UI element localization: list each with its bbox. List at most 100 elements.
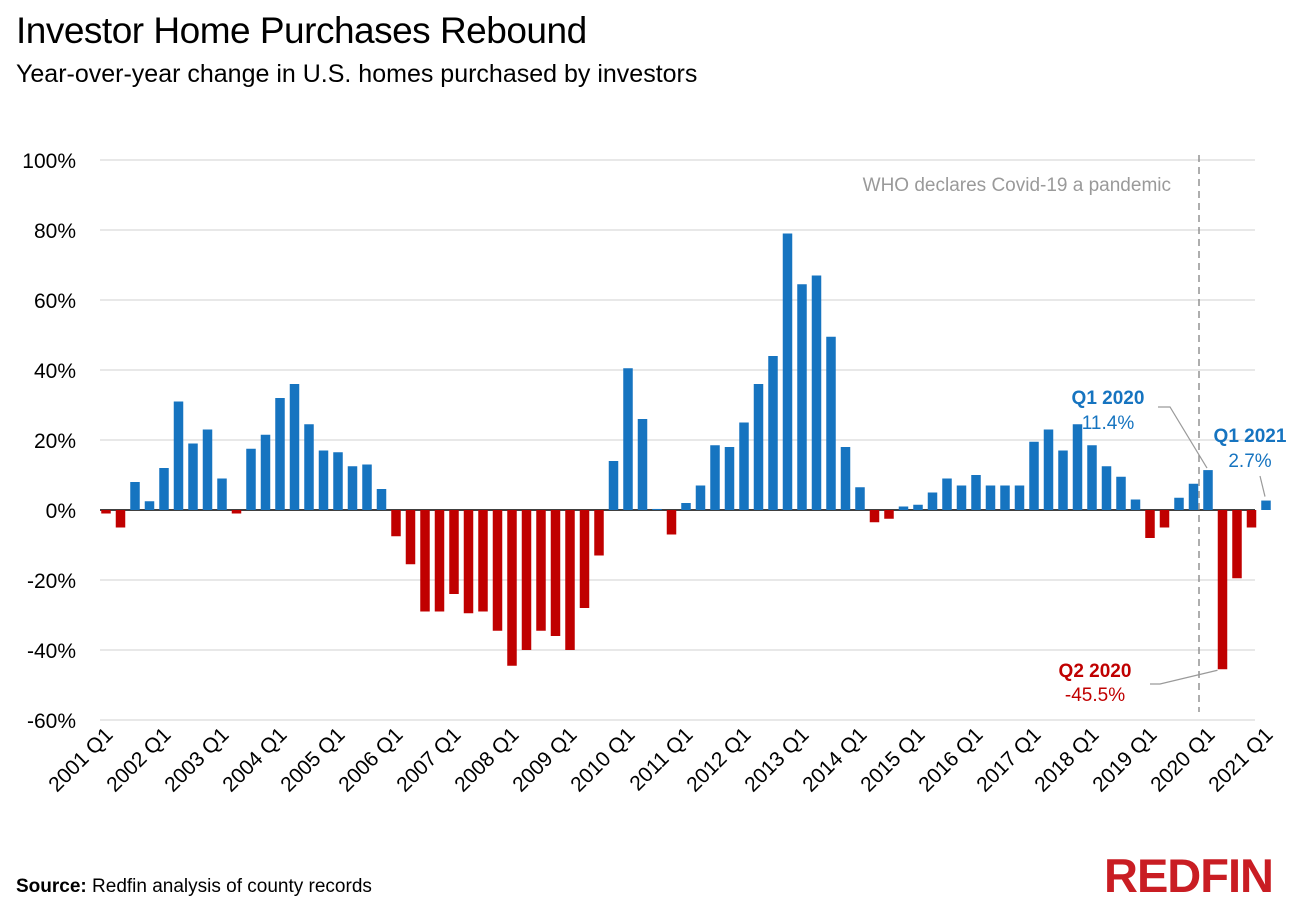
- bar: [115, 510, 126, 528]
- bar: [536, 510, 546, 631]
- bar: [898, 506, 909, 510]
- bar: [942, 478, 952, 510]
- bar: [579, 510, 590, 608]
- bar: [826, 336, 836, 510]
- bar: [463, 510, 474, 614]
- bar: [666, 510, 677, 535]
- bar: [1188, 483, 1199, 510]
- y-tick-label: 0%: [46, 500, 76, 523]
- bar: [420, 510, 430, 612]
- annotation-q2-2020-leader: [1150, 669, 1218, 685]
- bar: [1145, 510, 1155, 538]
- redfin-logo: REDFIN: [1104, 849, 1274, 902]
- bar: [811, 275, 822, 510]
- source-text: Redfin analysis of county records: [86, 876, 372, 897]
- bar: [1000, 485, 1010, 510]
- bar: [1101, 466, 1112, 510]
- bar: [1087, 445, 1097, 510]
- bar: [797, 284, 807, 510]
- bar-chart: 100%80%60%40%20%0%-20%-40%-60% 2001 Q120…: [22, 150, 1287, 797]
- bar: [927, 492, 938, 510]
- annotation-q1-2021-leader: [1259, 475, 1266, 497]
- bar: [333, 452, 343, 510]
- bar: [188, 443, 198, 510]
- bar: [840, 447, 851, 510]
- bar: [1014, 485, 1025, 510]
- y-tick-label: 80%: [34, 220, 76, 243]
- bar: [376, 489, 387, 510]
- bar: [130, 482, 140, 510]
- bar: [884, 510, 894, 519]
- reference-line-label: WHO declares Covid-19 a pandemic: [863, 175, 1171, 196]
- bar: [1232, 510, 1242, 579]
- bar: [289, 384, 300, 510]
- y-tick-label: -60%: [27, 710, 76, 733]
- annotation-q2-2020-period: Q2 2020: [1059, 661, 1132, 682]
- bar: [695, 485, 706, 510]
- bar: [391, 510, 401, 537]
- bar: [1159, 510, 1170, 528]
- bar: [652, 508, 662, 510]
- annotation-q1-2020-value: 11.4%: [1082, 413, 1135, 434]
- bar: [492, 510, 503, 631]
- bar: [362, 464, 372, 510]
- bar: [449, 510, 459, 594]
- chart-subtitle: Year-over-year change in U.S. homes purc…: [16, 60, 698, 88]
- bar: [275, 398, 285, 510]
- bar: [753, 384, 764, 510]
- bar: [956, 485, 967, 510]
- bar: [521, 510, 532, 650]
- bar: [231, 510, 242, 514]
- bar: [608, 461, 619, 510]
- bar: [710, 445, 720, 510]
- source-label: Source:: [16, 876, 87, 897]
- bar: [246, 448, 256, 510]
- source-note: Source: Redfin analysis of county record…: [16, 876, 372, 898]
- bar: [318, 450, 329, 510]
- annotation-q1-2021-value: 2.7%: [1228, 451, 1271, 472]
- bar: [855, 487, 865, 510]
- x-tick-label: 2021 Q1: [1204, 723, 1277, 796]
- bar: [478, 510, 488, 612]
- bar: [1072, 424, 1083, 510]
- annotation-q1-2020-period: Q1 2020: [1072, 388, 1145, 409]
- bar: [782, 233, 793, 510]
- chart-title: Investor Home Purchases Rebound: [16, 10, 587, 51]
- bar: [594, 510, 604, 556]
- bar: [565, 510, 575, 650]
- bar: [1058, 450, 1068, 510]
- bar: [739, 422, 749, 510]
- bar: [1203, 470, 1213, 510]
- bar: [768, 356, 778, 510]
- bar: [971, 475, 981, 510]
- bar: [869, 510, 880, 523]
- x-tick-label: 2010 Q1: [566, 723, 639, 796]
- bar: [1116, 476, 1126, 510]
- bar: [260, 434, 271, 510]
- bar: [985, 485, 996, 510]
- bar: [507, 510, 517, 666]
- bar: [1246, 510, 1257, 528]
- y-tick-label: -20%: [27, 570, 76, 593]
- bar: [681, 503, 691, 510]
- annotation-q1-2020-leader: [1158, 406, 1208, 469]
- bar: [724, 447, 735, 510]
- bar: [1130, 499, 1141, 510]
- y-tick-label: 40%: [34, 360, 76, 383]
- y-tick-label: -40%: [27, 640, 76, 663]
- annotation-q1-2021-period: Q1 2021: [1214, 426, 1287, 447]
- bar: [159, 468, 169, 510]
- bar: [202, 429, 213, 510]
- y-tick-label: 20%: [34, 430, 76, 453]
- bar: [304, 424, 314, 510]
- bar: [347, 466, 358, 510]
- bar: [1029, 441, 1039, 510]
- y-tick-label: 60%: [34, 290, 76, 313]
- bar: [1261, 500, 1271, 510]
- bar: [1174, 497, 1184, 510]
- y-tick-label: 100%: [22, 150, 76, 173]
- bar: [405, 510, 416, 565]
- bar: [550, 510, 561, 636]
- bar: [1217, 510, 1228, 670]
- bar: [217, 478, 227, 510]
